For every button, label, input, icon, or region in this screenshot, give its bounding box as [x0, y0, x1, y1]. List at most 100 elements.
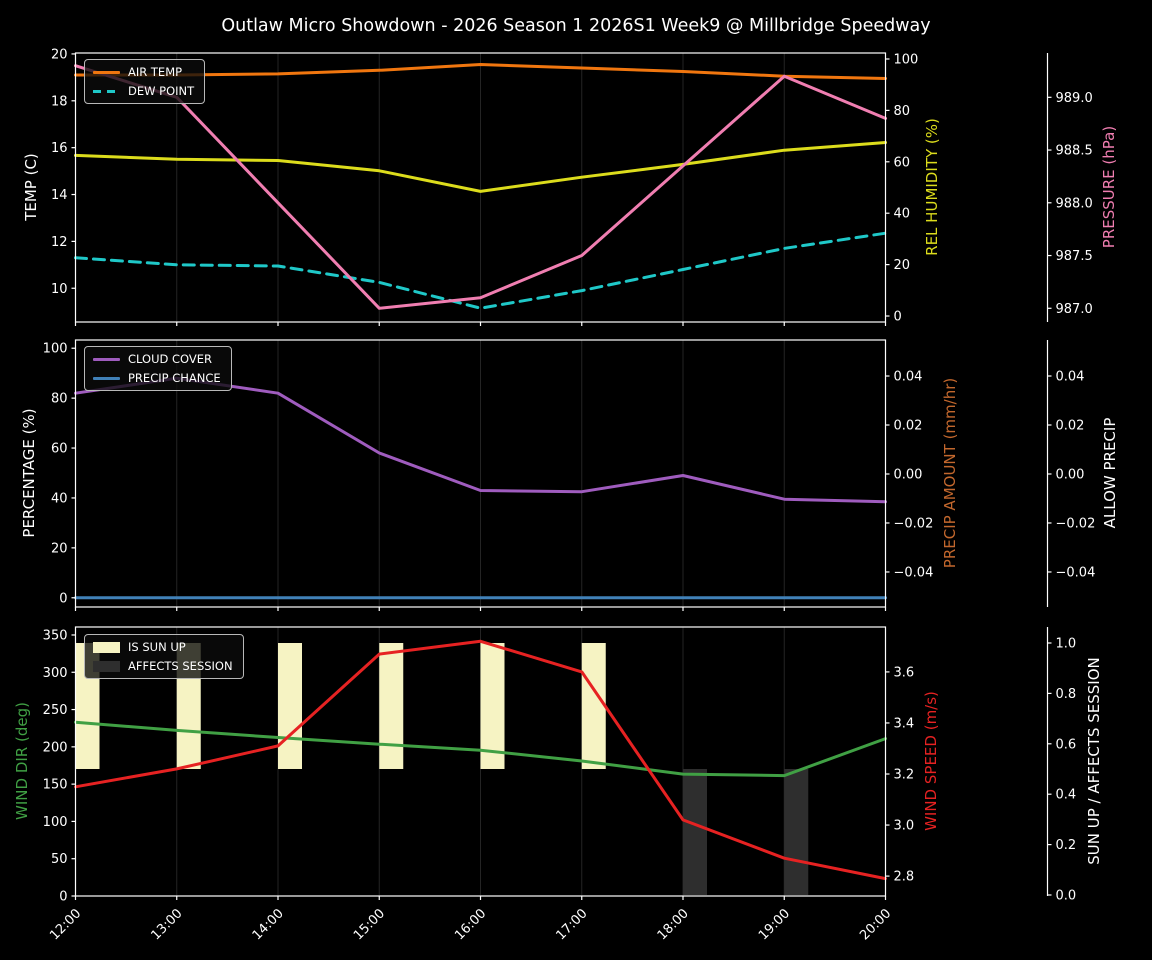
y-tick-label: 50	[51, 852, 68, 867]
y-tick-label: 150	[43, 778, 68, 793]
pressure-axis-label: PRESSURE (hPa)	[1100, 125, 1118, 249]
y-tick-label: 0.04	[1056, 370, 1085, 385]
series-air-temp	[74, 63, 887, 80]
is-sun-up-bar	[581, 643, 606, 769]
legend-item-cloud-cover: CLOUD COVER	[93, 352, 221, 366]
y-tick-label: 3.4	[894, 716, 915, 731]
y-tick-label: 100	[43, 815, 68, 830]
y-tick-label: 0	[59, 890, 67, 905]
y-tick-label: 987.5	[1056, 249, 1093, 264]
y-tick-label: 40	[894, 207, 911, 222]
legend-item-affects-session: AFFECTS SESSION	[93, 659, 233, 673]
legend-precipitation: CLOUD COVER PRECIP CHANCE	[84, 346, 232, 391]
air-temp-legend-key	[93, 70, 120, 74]
y-tick-label: −0.04	[1056, 565, 1096, 580]
figure-title: Outlaw Micro Showdown - 2026 Season 1 20…	[221, 16, 931, 36]
percentage-axis-label: PERCENTAGE (%)	[20, 408, 38, 538]
y-tick-label: 200	[43, 740, 68, 755]
is-sun-up-bar	[379, 643, 404, 769]
legend-label: CLOUD COVER	[128, 352, 213, 366]
x-tick-label: 16:00	[452, 906, 489, 943]
y-tick-label: 987.0	[1056, 302, 1093, 317]
legend-item-air-temp: AIR TEMP	[93, 65, 194, 79]
x-tick-label: 13:00	[148, 906, 185, 943]
x-tick-label: 14:00	[250, 906, 287, 943]
series-rel-humidity	[74, 141, 887, 193]
y-tick-label: 0.4	[1056, 788, 1077, 803]
y-tick-label: 0	[59, 591, 67, 606]
y-tick-label: 60	[51, 442, 68, 457]
y-tick-label: 20	[894, 258, 911, 273]
is-sun-up-bar	[278, 643, 302, 769]
y-tick-label: 0.6	[1056, 737, 1077, 752]
y-tick-label: 100	[43, 342, 68, 357]
y-tick-label: 1.0	[1056, 637, 1077, 652]
y-tick-label: 12	[51, 235, 68, 250]
humidity-axis-label: REL HUMIDITY (%)	[923, 118, 941, 256]
sun-up-axis-label: SUN UP / AFFECTS SESSION	[1085, 657, 1103, 865]
temp-axis-label: TEMP (C)	[22, 153, 40, 221]
legend-item-precip-chance: PRECIP CHANCE	[93, 371, 221, 385]
y-tick-label: 300	[43, 666, 68, 681]
x-tick-label: 17:00	[553, 906, 590, 943]
y-tick-label: 0.00	[1056, 467, 1085, 482]
y-tick-label: 18	[51, 94, 68, 109]
y-tick-label: 80	[894, 104, 911, 119]
y-tick-label: 0.00	[894, 467, 923, 482]
allow-precip-axis-label: ALLOW PRECIP	[1101, 417, 1119, 529]
series-wind-dir	[74, 720, 887, 778]
x-tick-label: 20:00	[857, 906, 894, 943]
x-tick-label: 18:00	[655, 906, 692, 943]
affects-session-bar	[683, 768, 707, 895]
y-tick-label: 0.04	[894, 370, 923, 385]
series-dew-point	[74, 231, 887, 310]
dew-point-legend-key	[93, 89, 120, 93]
subplot-precipitation: 100 80 60 40 20 0 0.04 0.02 0.00 −0.02 −0.04 0.04 0.…	[43, 339, 1096, 611]
y-tick-label: 0	[894, 310, 902, 325]
y-tick-label: 20	[51, 541, 68, 556]
series-wind-speed	[74, 639, 887, 881]
y-tick-label: 988.0	[1056, 196, 1093, 211]
y-tick-label: −0.02	[894, 516, 934, 531]
y-tick-label: 250	[43, 703, 68, 718]
y-tick-label: 0.02	[894, 418, 923, 433]
x-tick-label: 12:00	[47, 906, 84, 943]
y-tick-label: 0.0	[1056, 888, 1077, 903]
y-tick-label: 20	[51, 47, 68, 62]
y-tick-label: 16	[51, 141, 68, 156]
legend-label: DEW POINT	[128, 84, 195, 98]
y-tick-label: 3.6	[894, 665, 915, 680]
wind-dir-axis-label: WIND DIR (deg)	[13, 702, 31, 820]
y-tick-label: 40	[51, 491, 68, 506]
affects-session-bar	[784, 768, 809, 895]
cloud-cover-legend-key	[93, 357, 120, 361]
y-tick-label: −0.04	[894, 565, 934, 580]
x-tick-label: 19:00	[756, 906, 793, 943]
y-tick-label: 988.5	[1056, 144, 1093, 159]
legend-label: PRECIP CHANCE	[128, 371, 221, 385]
y-tick-label: 2.8	[894, 870, 915, 885]
is-sun-up-bar	[480, 643, 505, 769]
y-tick-label: 80	[51, 392, 68, 407]
legend-conditions: AIR TEMP DEW POINT	[84, 59, 206, 104]
legend-label: AFFECTS SESSION	[128, 659, 233, 673]
is-sun-up-legend-key	[93, 641, 120, 653]
y-tick-label: 3.2	[894, 768, 915, 783]
legend-item-is-sun-up: IS SUN UP	[93, 640, 233, 654]
y-tick-label: 989.0	[1056, 91, 1093, 106]
x-tick-label: 15:00	[351, 906, 388, 943]
y-tick-label: −0.02	[1056, 516, 1096, 531]
wind-speed-axis-label: WIND SPEED (m/s)	[922, 691, 940, 831]
legend-item-dew-point: DEW POINT	[93, 84, 194, 98]
precip-chance-legend-key	[93, 376, 120, 380]
y-tick-label: 0.2	[1056, 838, 1077, 853]
y-tick-label: 100	[894, 52, 919, 67]
y-tick-label: 14	[51, 188, 68, 203]
legend-label: AIR TEMP	[128, 65, 183, 79]
y-tick-label: 0.8	[1056, 687, 1077, 702]
y-tick-label: 3.0	[894, 819, 915, 834]
y-tick-label: 60	[894, 155, 911, 170]
y-tick-label: 0.02	[1056, 418, 1085, 433]
